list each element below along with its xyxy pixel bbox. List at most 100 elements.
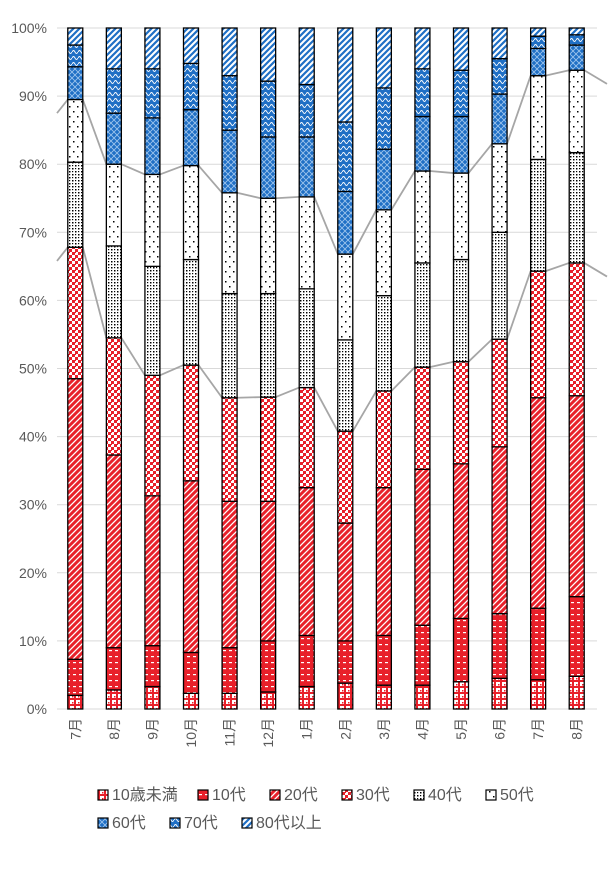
bar-segment-50代 xyxy=(259,197,277,295)
bar-segment-70代 xyxy=(452,69,470,118)
legend: 10歳未満 10代 20代 30代 40代 50代 60代 70代 80代以上 xyxy=(97,786,534,832)
bar-segment-60代 xyxy=(529,47,547,77)
bar-segment-60代 xyxy=(452,115,470,174)
bar-segment-10歳未満 xyxy=(182,692,200,710)
legend-swatch xyxy=(341,789,353,801)
bar-segment-30代 xyxy=(375,390,393,489)
bar-segment-10代 xyxy=(529,607,547,681)
bar-segment-10歳未満 xyxy=(568,675,585,710)
bar-segment-80代以上 xyxy=(105,27,123,70)
bar-stack xyxy=(259,27,277,710)
bar-segment-60代 xyxy=(182,109,200,167)
bar-segment-80代以上 xyxy=(491,27,508,60)
bar-segment-80代以上 xyxy=(337,27,354,123)
bar-segment-50代 xyxy=(375,209,393,297)
legend-label: 80代以上 xyxy=(256,814,322,832)
bar-segment-40代 xyxy=(221,292,238,399)
bar-segment-10歳未満 xyxy=(259,691,277,710)
bar-segment-40代 xyxy=(414,262,431,368)
bar-segment-20代 xyxy=(259,500,277,642)
bar-stack xyxy=(182,27,200,710)
x-tick-label: 11月 xyxy=(222,718,238,747)
bar-segment-10代 xyxy=(298,634,315,688)
bar-stack xyxy=(375,27,393,710)
bar-segment-80代以上 xyxy=(182,27,200,65)
bar-segment-60代 xyxy=(144,117,161,176)
bar-segment-40代 xyxy=(337,339,354,432)
bar-segment-70代 xyxy=(529,35,547,50)
legend-swatch xyxy=(241,817,253,829)
bar-segment-30代 xyxy=(568,262,585,397)
bar-segment-80代以上 xyxy=(568,27,585,36)
bar-segment-20代 xyxy=(337,522,354,642)
y-tick-label: 100% xyxy=(11,20,47,36)
bar-segment-70代 xyxy=(144,68,161,119)
bar-segment-20代 xyxy=(375,487,393,637)
bar-segment-60代 xyxy=(105,112,123,165)
legend-swatch xyxy=(485,789,497,801)
bar-segment-80代以上 xyxy=(144,27,161,70)
bar-segment-20代 xyxy=(221,500,238,649)
x-tick-label: 2月 xyxy=(337,718,353,740)
bar-segment-30代 xyxy=(337,430,354,524)
bar-stack xyxy=(529,27,547,710)
y-tick-label: 70% xyxy=(19,224,47,240)
bar-segment-10代 xyxy=(182,651,200,694)
bar-segment-30代 xyxy=(529,270,547,399)
legend-swatch xyxy=(97,789,109,801)
bar-stack xyxy=(337,27,354,710)
y-tick-label: 80% xyxy=(19,156,47,172)
bar-segment-40代 xyxy=(298,288,315,389)
legend-label: 70代 xyxy=(184,814,218,832)
gridlines xyxy=(57,27,597,710)
bar-segment-20代 xyxy=(144,495,161,647)
legend-item: 10歳未満 xyxy=(97,786,178,804)
bar-segment-70代 xyxy=(298,83,315,138)
bar-segment-40代 xyxy=(105,245,123,339)
bar-segment-50代 xyxy=(105,163,123,247)
bar-segment-50代 xyxy=(144,173,161,267)
bar-segment-10代 xyxy=(259,640,277,693)
bar-segment-10歳未満 xyxy=(144,685,161,710)
bar-segment-60代 xyxy=(259,136,277,199)
y-tick-label: 40% xyxy=(19,429,47,445)
bar-segment-20代 xyxy=(452,463,470,620)
bar-segment-10代 xyxy=(105,647,123,691)
bars xyxy=(67,27,585,710)
bar-segment-50代 xyxy=(491,143,508,233)
legend-item: 70代 xyxy=(169,814,218,832)
legend-label: 10歳未満 xyxy=(112,786,178,804)
bar-segment-30代 xyxy=(182,364,200,482)
bar-segment-80代以上 xyxy=(452,27,470,71)
bar-segment-10歳未満 xyxy=(375,684,393,710)
bar-stack xyxy=(491,27,508,710)
bar-segment-10代 xyxy=(414,624,431,686)
bar-segment-10歳未満 xyxy=(67,694,84,710)
bar-segment-40代 xyxy=(375,294,393,392)
y-tick-label: 60% xyxy=(19,292,47,308)
legend-swatch xyxy=(97,817,109,829)
bar-segment-10代 xyxy=(337,640,354,684)
bar-segment-60代 xyxy=(414,115,431,172)
bar-segment-30代 xyxy=(259,396,277,502)
bar-segment-70代 xyxy=(375,87,393,150)
bar-segment-50代 xyxy=(529,75,547,161)
bar-segment-50代 xyxy=(182,164,200,261)
bar-segment-40代 xyxy=(452,258,470,363)
bar-segment-60代 xyxy=(67,66,84,101)
x-tick-label: 6月 xyxy=(492,718,508,740)
bar-segment-60代 xyxy=(568,44,585,71)
bar-segment-10代 xyxy=(375,634,393,686)
bar-segment-10歳未満 xyxy=(221,692,238,710)
legend-swatch xyxy=(197,789,209,801)
bar-segment-70代 xyxy=(221,75,238,131)
bar-segment-60代 xyxy=(298,136,315,198)
bar-segment-40代 xyxy=(144,265,161,376)
bar-segment-70代 xyxy=(67,44,84,68)
bar-segment-80代以上 xyxy=(529,27,547,37)
bar-segment-60代 xyxy=(337,190,354,255)
bar-segment-40代 xyxy=(259,292,277,398)
x-tick-label: 9月 xyxy=(144,718,160,740)
bar-segment-40代 xyxy=(529,158,547,272)
bar-segment-10代 xyxy=(491,613,508,680)
